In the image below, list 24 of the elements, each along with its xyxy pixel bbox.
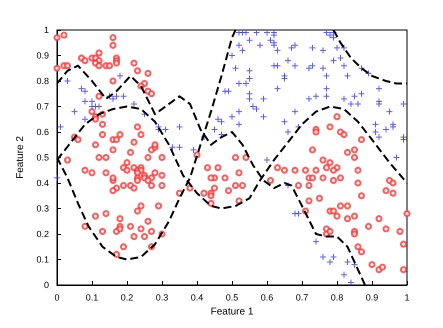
x-tick-label: 0.9	[366, 292, 378, 302]
y-tick-label: 1	[44, 25, 49, 35]
x-tick-label: 0.1	[86, 292, 98, 302]
y-tick-label: 0.3	[36, 204, 49, 214]
x-tick-label: 0	[54, 292, 60, 302]
x-axis-title: Feature 1	[210, 306, 254, 318]
y-tick-label: 0.4	[36, 178, 49, 188]
x-tick-label: 1	[404, 292, 410, 302]
y-tick-label: 0.9	[36, 50, 49, 60]
y-tick-label: 0	[44, 280, 49, 290]
y-tick-label: 0.7	[36, 102, 49, 112]
x-tick-label: 0.5	[226, 292, 238, 302]
y-tick-label: 0.1	[36, 254, 49, 264]
y-axis-title: Feature 2	[15, 136, 26, 179]
x-tick-label: 0.6	[260, 292, 274, 302]
x-tick-label: 0.4	[190, 292, 204, 302]
x-tick-label: 0.3	[156, 292, 168, 302]
x-tick-label: 0.8	[330, 292, 344, 302]
y-tick-label: 0.2	[36, 229, 49, 239]
x-tick-label: 0.7	[296, 292, 308, 302]
y-tick-label: 0.5	[36, 152, 49, 162]
y-tick-label: 0.6	[36, 127, 49, 137]
x-tick-label: 0.2	[120, 292, 134, 302]
y-tick-label: 0.8	[36, 76, 49, 86]
